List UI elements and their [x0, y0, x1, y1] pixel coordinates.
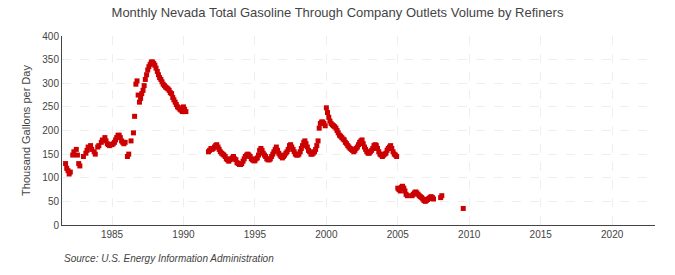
svg-text:350: 350 — [42, 54, 59, 65]
svg-text:200: 200 — [42, 125, 59, 136]
svg-text:2020: 2020 — [601, 229, 624, 240]
svg-text:150: 150 — [42, 149, 59, 160]
svg-text:Source: U.S. Energy Informatio: Source: U.S. Energy Information Administ… — [64, 253, 274, 264]
svg-text:50: 50 — [48, 196, 60, 207]
svg-text:1990: 1990 — [172, 229, 195, 240]
svg-text:0: 0 — [53, 220, 59, 231]
svg-text:2005: 2005 — [387, 229, 410, 240]
svg-text:2015: 2015 — [530, 229, 553, 240]
svg-text:100: 100 — [42, 172, 59, 183]
svg-text:2000: 2000 — [315, 229, 338, 240]
svg-text:300: 300 — [42, 78, 59, 89]
svg-text:Thousand Gallons per Day: Thousand Gallons per Day — [20, 65, 32, 196]
svg-text:1995: 1995 — [244, 229, 267, 240]
svg-text:1985: 1985 — [101, 229, 124, 240]
svg-text:Monthly Nevada Total Gasoline: Monthly Nevada Total Gasoline Through Co… — [112, 5, 564, 20]
svg-text:2010: 2010 — [458, 229, 481, 240]
svg-text:400: 400 — [42, 31, 59, 42]
svg-text:250: 250 — [42, 101, 59, 112]
